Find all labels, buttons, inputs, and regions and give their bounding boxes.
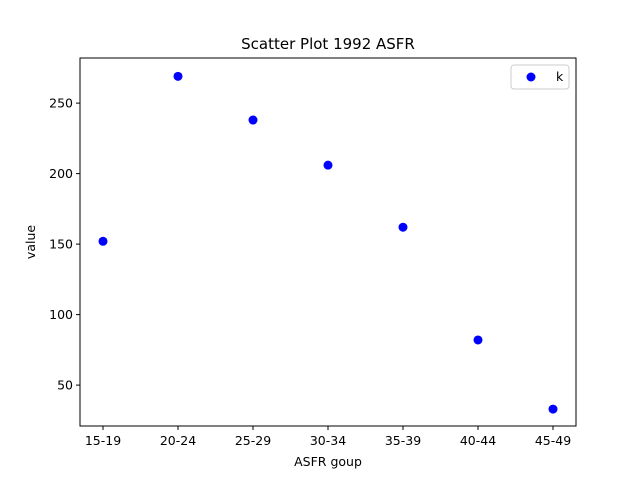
y-tick-label: 100 xyxy=(49,307,73,322)
data-point xyxy=(323,160,333,170)
y-tick-label: 200 xyxy=(49,166,73,181)
data-point xyxy=(548,404,558,414)
data-point xyxy=(98,236,108,246)
y-tick-label: 50 xyxy=(57,378,73,393)
x-tick-label: 30-34 xyxy=(310,433,346,448)
legend-box xyxy=(510,64,570,90)
y-tick-label: 250 xyxy=(49,96,73,111)
chart-title: Scatter Plot 1992 ASFR xyxy=(241,35,415,53)
y-axis: 50 100 150 200 250 xyxy=(49,96,80,393)
legend-label: k xyxy=(556,69,564,84)
x-tick-label: 45-49 xyxy=(535,433,571,448)
legend: k xyxy=(510,64,570,90)
x-axis-label: ASFR goup xyxy=(294,454,362,469)
plot-area xyxy=(79,57,577,427)
data-point xyxy=(398,222,408,232)
x-tick-label: 20-24 xyxy=(160,433,196,448)
y-axis-label: value xyxy=(23,225,38,259)
data-point xyxy=(473,335,483,345)
x-tick-label: 25-29 xyxy=(235,433,271,448)
x-axis: 15-19 20-24 25-29 30-34 35-39 40-44 45-49 xyxy=(85,426,571,448)
data-point xyxy=(173,71,183,81)
x-tick-label: 40-44 xyxy=(460,433,496,448)
y-tick-label: 150 xyxy=(49,237,73,252)
legend-marker xyxy=(526,72,536,82)
data-points xyxy=(98,71,558,414)
x-tick-label: 15-19 xyxy=(85,433,121,448)
data-point xyxy=(248,115,258,125)
x-tick-label: 35-39 xyxy=(385,433,421,448)
